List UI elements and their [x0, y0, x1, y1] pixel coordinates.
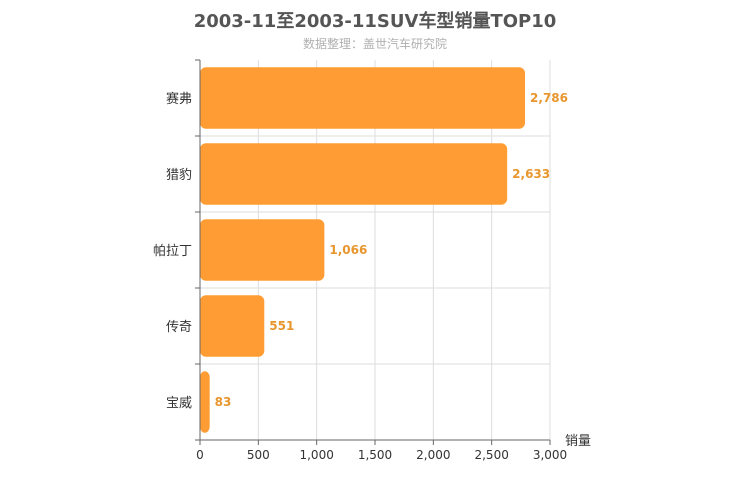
data-label: 2,786	[530, 91, 568, 105]
data-label: 551	[269, 319, 294, 333]
x-tick-label: 1,000	[299, 448, 333, 462]
bar	[200, 295, 265, 357]
bar	[200, 219, 325, 281]
chart-title: 2003-11至2003-11SUV车型销量TOP10	[193, 11, 557, 32]
x-tick-label: 1,500	[358, 448, 392, 462]
bars: 2,786 2,633 1,066 551 83	[200, 67, 568, 433]
category-label: 传奇	[166, 319, 192, 335]
x-axis-title: 销量	[565, 434, 591, 449]
data-label: 1,066	[329, 243, 367, 257]
category-label: 宝威	[166, 396, 192, 411]
x-tick-label: 500	[247, 448, 270, 462]
chart-subtitle: 数据整理：盖世汽车研究院	[302, 37, 447, 51]
category-label: 帕拉丁	[153, 244, 192, 259]
category-label: 赛弗	[166, 91, 192, 107]
bar	[200, 371, 210, 433]
bar	[200, 143, 508, 205]
bar	[200, 67, 526, 129]
data-label: 83	[215, 395, 232, 409]
data-label: 2,633	[512, 167, 550, 181]
x-tick-label: 0	[196, 448, 204, 462]
category-label: 猎豹	[166, 168, 192, 183]
x-tick-label: 2,000	[416, 448, 450, 462]
x-tick-label: 3,000	[533, 448, 567, 462]
x-tick-label: 2,500	[474, 448, 508, 462]
